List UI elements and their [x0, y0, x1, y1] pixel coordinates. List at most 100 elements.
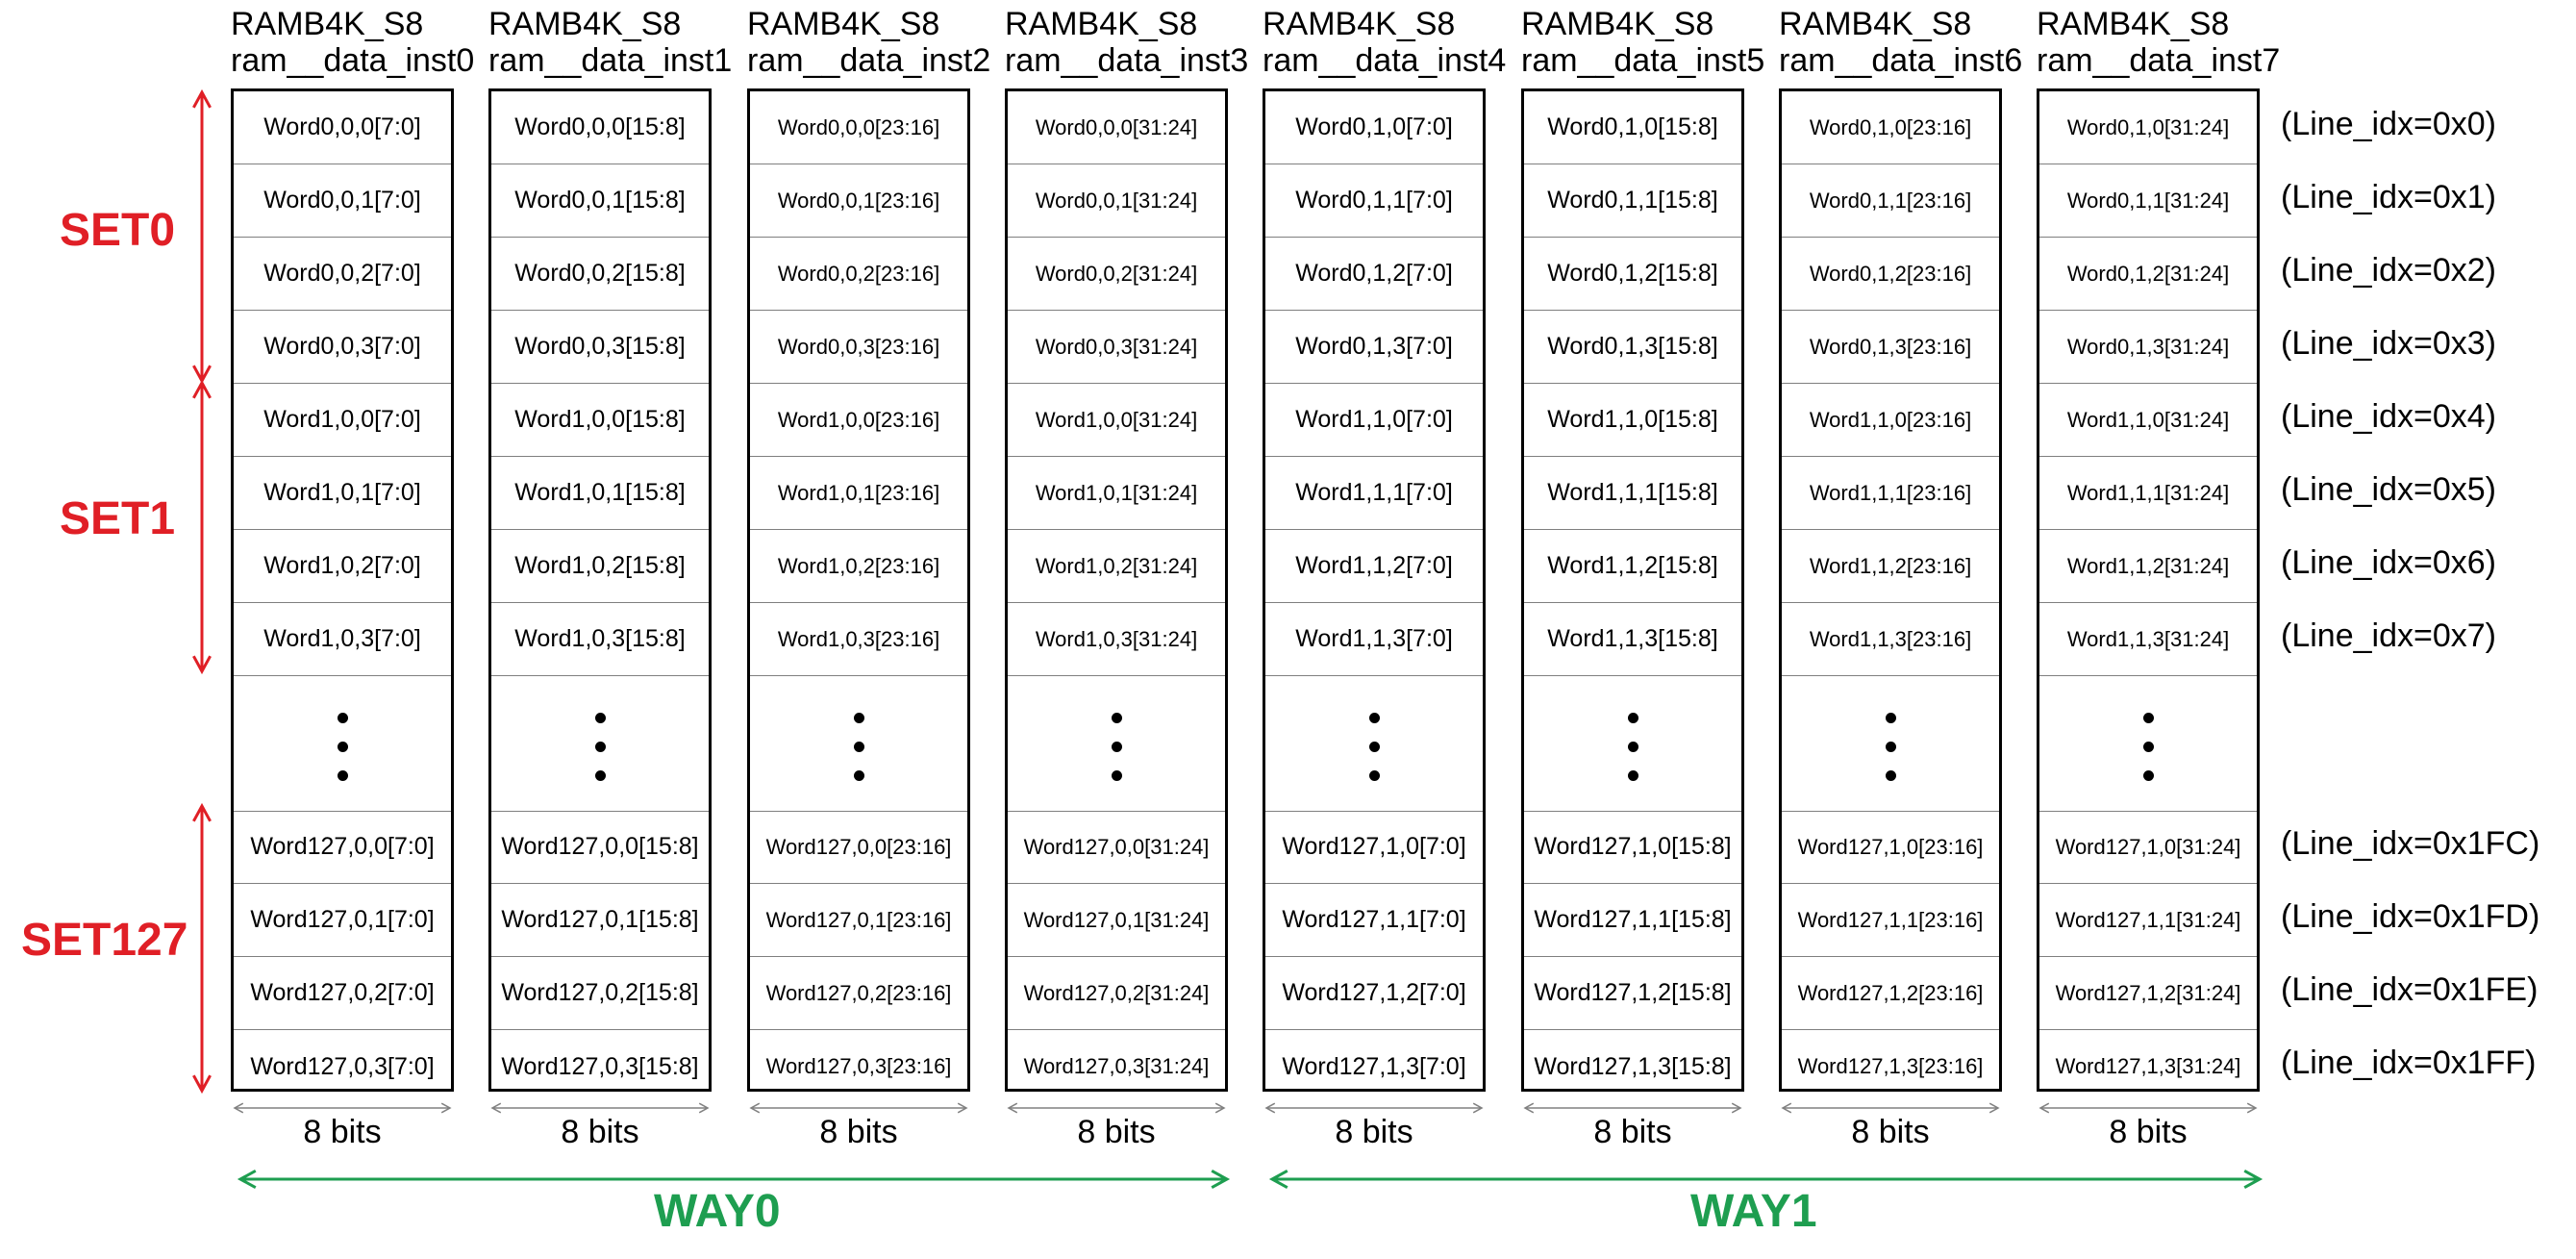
ram-instance-label: ram__data_inst3	[1005, 42, 1249, 79]
word-cell: Word0,1,1[23:16]	[1782, 164, 1999, 238]
word-cell: Word127,0,0[7:0]	[234, 811, 451, 884]
dot-icon	[1628, 713, 1638, 723]
ram-column-inst4: Word0,1,0[7:0] Word0,1,1[7:0] Word0,1,2[7:…	[1263, 88, 1486, 1092]
dot-icon	[854, 770, 864, 781]
word-cell: Word0,1,3[7:0]	[1265, 311, 1483, 384]
word-cell: Word127,0,0[31:24]	[1008, 811, 1225, 884]
bit-width-arrow	[2038, 1102, 2258, 1114]
word-cell: Word1,1,3[7:0]	[1265, 603, 1483, 676]
word-cell: Word1,1,0[23:16]	[1782, 384, 1999, 457]
word-cell: Word1,1,2[15:8]	[1524, 530, 1741, 603]
ram-instance-label: ram__data_inst2	[747, 42, 991, 79]
word-cell: Word0,1,0[7:0]	[1265, 91, 1483, 164]
line-index-label: (Line_idx=0x1FC)	[2281, 825, 2540, 862]
dot-icon	[2143, 770, 2154, 781]
word-cell: Word127,1,3[7:0]	[1282, 1052, 1466, 1080]
word-cell: Word0,1,0[31:24]	[2039, 91, 2257, 164]
line-index-label: (Line_idx=0x3)	[2281, 325, 2496, 362]
word-cell: Word1,0,1[23:16]	[750, 457, 967, 530]
word-cell: Word1,0,2[23:16]	[750, 530, 967, 603]
dot-icon	[1628, 742, 1638, 752]
set127-span-arrow	[192, 802, 212, 1095]
bit-width-arrow	[1523, 1102, 1742, 1114]
ram-column-inst7: Word0,1,0[31:24] Word0,1,1[31:24] Word0,1,…	[2037, 88, 2260, 1092]
word-cell: Word0,1,0[23:16]	[1782, 91, 1999, 164]
way1-span-arrow	[1268, 1170, 2263, 1189]
ram-type-label: RAMB4K_S8	[1779, 6, 1972, 42]
word-cell: Word1,0,3[7:0]	[234, 603, 451, 676]
dot-icon	[854, 742, 864, 752]
word-cell: Word0,0,0[15:8]	[491, 91, 709, 164]
word-cell: Word127,1,3[15:8]	[1534, 1052, 1732, 1080]
word-cell: Word1,0,3[23:16]	[750, 603, 967, 676]
word-cell: Word0,0,2[31:24]	[1008, 238, 1225, 311]
ram-type-label: RAMB4K_S8	[2037, 6, 2230, 42]
word-cell: Word1,1,3[31:24]	[2039, 603, 2257, 676]
word-cell: Word1,1,0[7:0]	[1265, 384, 1483, 457]
bit-width-label: 8 bits	[303, 1114, 382, 1150]
word-cell: Word127,1,3[31:24]	[2055, 1054, 2241, 1078]
bit-width-label: 8 bits	[1335, 1114, 1413, 1150]
ram-column-inst5: Word0,1,0[15:8] Word0,1,1[15:8] Word0,1,2[…	[1521, 88, 1744, 1092]
ram-type-label: RAMB4K_S8	[1521, 6, 1714, 42]
line-index-label: (Line_idx=0x1FF)	[2281, 1045, 2537, 1081]
bit-width-label: 8 bits	[819, 1114, 898, 1150]
word-cell: Word0,1,2[15:8]	[1524, 238, 1741, 311]
line-index-label: (Line_idx=0x5)	[2281, 471, 2496, 508]
word-cell: Word1,1,1[31:24]	[2039, 457, 2257, 530]
word-cell: Word1,1,1[7:0]	[1265, 457, 1483, 530]
set0-span-arrow	[192, 88, 212, 385]
word-cell: Word1,0,0[7:0]	[234, 384, 451, 457]
word-cell: Word127,1,0[15:8]	[1524, 811, 1741, 884]
set1-span-arrow	[192, 379, 212, 675]
dot-icon	[1112, 770, 1122, 781]
ram-type-label: RAMB4K_S8	[1263, 6, 1456, 42]
bit-width-label: 8 bits	[1077, 1114, 1156, 1150]
word-cell: Word0,1,1[7:0]	[1265, 164, 1483, 238]
word-cell: Word127,0,1[31:24]	[1008, 884, 1225, 957]
word-cell: Word127,1,0[31:24]	[2039, 811, 2257, 884]
ellipsis-vertical-icon	[750, 676, 967, 811]
ram-instance-label: ram__data_inst4	[1263, 42, 1507, 79]
word-cell: Word1,1,2[7:0]	[1265, 530, 1483, 603]
bit-width-label: 8 bits	[2109, 1114, 2188, 1150]
word-cell: Word127,1,1[31:24]	[2039, 884, 2257, 957]
row-divider	[491, 811, 709, 812]
line-index-label: (Line_idx=0x1)	[2281, 179, 2496, 215]
dot-icon	[2143, 742, 2154, 752]
word-cell: Word1,0,1[15:8]	[491, 457, 709, 530]
word-cell: Word127,1,2[15:8]	[1524, 957, 1741, 1030]
word-cell: Word1,0,3[31:24]	[1008, 603, 1225, 676]
ram-type-label: RAMB4K_S8	[488, 6, 682, 42]
word-cell: Word0,0,1[31:24]	[1008, 164, 1225, 238]
dot-icon	[1369, 770, 1380, 781]
word-cell: Word1,0,0[31:24]	[1008, 384, 1225, 457]
word-cell: Word0,0,3[7:0]	[234, 311, 451, 384]
dot-icon	[1886, 770, 1896, 781]
line-index-label: (Line_idx=0x0)	[2281, 106, 2496, 142]
word-cell: Word0,0,3[15:8]	[491, 311, 709, 384]
row-divider	[2039, 811, 2257, 812]
word-cell: Word127,0,1[15:8]	[491, 884, 709, 957]
row-divider	[234, 811, 451, 812]
word-cell: Word127,0,0[15:8]	[491, 811, 709, 884]
row-divider	[1265, 811, 1483, 812]
word-cell: Word1,1,2[31:24]	[2039, 530, 2257, 603]
word-cell: Word127,0,2[23:16]	[750, 957, 967, 1030]
ram-type-label: RAMB4K_S8	[231, 6, 424, 42]
dot-icon	[2143, 713, 2154, 723]
dot-icon	[1369, 713, 1380, 723]
word-cell: Word0,0,1[15:8]	[491, 164, 709, 238]
dot-icon	[338, 770, 348, 781]
line-index-label: (Line_idx=0x4)	[2281, 398, 2496, 435]
dot-icon	[338, 713, 348, 723]
dot-icon	[1886, 742, 1896, 752]
dot-icon	[854, 713, 864, 723]
word-cell: Word1,1,0[15:8]	[1524, 384, 1741, 457]
word-cell: Word127,0,3[31:24]	[1023, 1054, 1210, 1078]
bit-width-label: 8 bits	[561, 1114, 639, 1150]
ram-type-label: RAMB4K_S8	[747, 6, 940, 42]
word-cell: Word127,0,2[31:24]	[1008, 957, 1225, 1030]
word-cell: Word0,0,2[7:0]	[234, 238, 451, 311]
